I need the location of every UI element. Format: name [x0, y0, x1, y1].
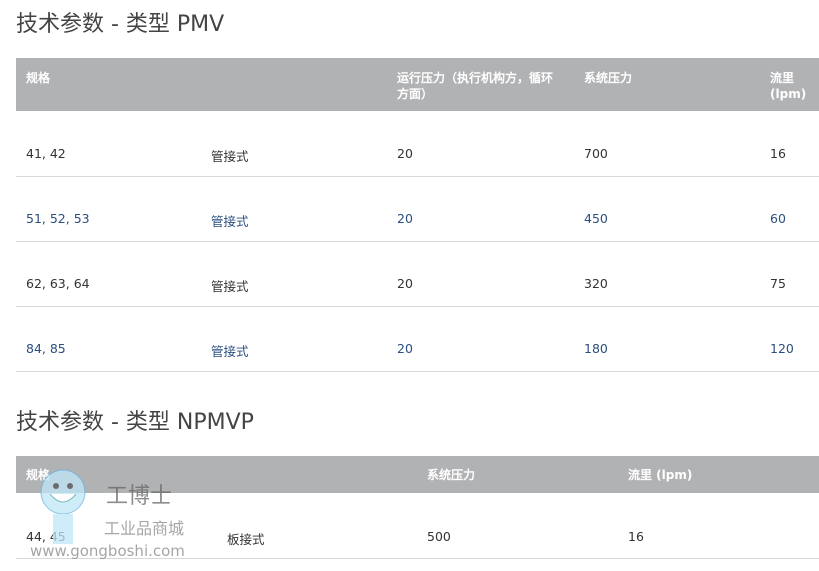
table-cell: 51, 52, 53: [26, 211, 90, 226]
table-cell: 管接式: [211, 214, 249, 229]
table-cell: 20: [397, 341, 413, 356]
table-header-pmv: 规格 运行压力（执行机构方，循环方面） 系统压力 流里 (lpm): [16, 58, 819, 111]
table-cell: 管接式: [211, 149, 249, 164]
table-cell: 75: [770, 276, 786, 291]
section-title-npmvp: 技术参数 - 类型 NPMVP: [16, 410, 254, 435]
watermark-logo: 工博士 工业品商城 www.gongboshi.com: [28, 462, 198, 567]
table-cell: 180: [584, 341, 608, 356]
table-cell: 20: [397, 146, 413, 161]
table-cell: 20: [397, 211, 413, 226]
col-flow: 流里 (lpm): [628, 468, 693, 482]
table-cell: 管接式: [211, 344, 249, 359]
table-cell: 450: [584, 211, 608, 226]
table-cell: 管接式: [211, 279, 249, 294]
cell-system-pressure: 500: [427, 529, 451, 544]
table-cell: 41, 42: [26, 146, 66, 161]
watermark-url: www.gongboshi.com: [30, 542, 185, 560]
col-flow: 流里 (lpm): [770, 71, 807, 101]
table-cell: 62, 63, 64: [26, 276, 90, 291]
col-spec: 规格: [26, 71, 51, 85]
table-header-npmvp: 规格 系统压力 流里 (lpm): [16, 456, 819, 493]
table-cell: 16: [770, 146, 786, 161]
section-title-pmv: 技术参数 - 类型 PMV: [16, 12, 225, 37]
table-row: 84, 85 管接式 20 180 120: [16, 306, 819, 372]
col-spec: 规格: [26, 468, 51, 482]
cell-flow: 16: [628, 529, 644, 544]
table-cell: 60: [770, 211, 786, 226]
watermark-sub: 工业品商城: [104, 519, 185, 538]
table-row: 62, 63, 64 管接式 20 320 75: [16, 241, 819, 307]
table-row: 51, 52, 53 管接式 20 450 60: [16, 176, 819, 242]
table-cell: 20: [397, 276, 413, 291]
col-operating-pressure: 运行压力（执行机构方，循环方面）: [397, 71, 554, 101]
table-cell: 320: [584, 276, 608, 291]
mascot-icon: [40, 469, 86, 544]
table-row: 41, 42 管接式 20 700 16: [16, 111, 819, 177]
table-cell: 700: [584, 146, 608, 161]
cell-connection: 板接式: [227, 532, 265, 547]
col-system-pressure: 系统压力: [584, 71, 633, 85]
watermark-name: 工博士: [106, 484, 173, 509]
table-cell: 120: [770, 341, 794, 356]
table-cell: 84, 85: [26, 341, 66, 356]
col-system-pressure: 系统压力: [427, 468, 476, 482]
